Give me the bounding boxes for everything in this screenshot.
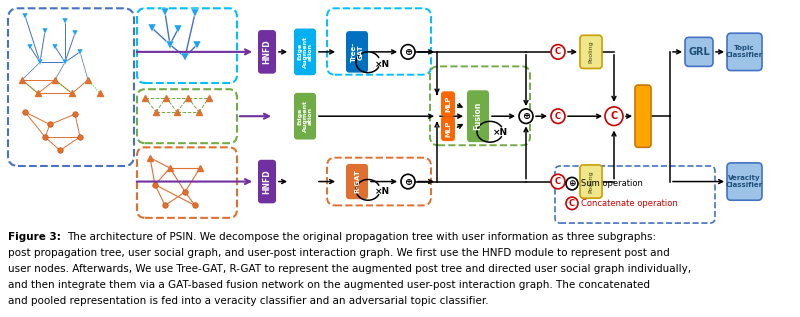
- Text: ⊕: ⊕: [404, 177, 412, 187]
- Text: C: C: [555, 112, 561, 121]
- Text: C: C: [569, 199, 575, 208]
- FancyBboxPatch shape: [441, 116, 455, 141]
- Text: and then integrate them via a GAT-based fusion network on the augmented user-pos: and then integrate them via a GAT-based …: [8, 280, 650, 290]
- Text: Edge
Augment
ation: Edge Augment ation: [297, 100, 313, 132]
- Circle shape: [551, 109, 565, 123]
- Text: HNFD: HNFD: [262, 169, 271, 194]
- Text: MLP: MLP: [445, 95, 451, 112]
- Text: MLP: MLP: [445, 120, 451, 137]
- FancyBboxPatch shape: [346, 31, 368, 73]
- Text: Tree-
GAT: Tree- GAT: [350, 42, 363, 62]
- FancyBboxPatch shape: [727, 163, 762, 200]
- Circle shape: [551, 45, 565, 59]
- Text: Topic
Classifier: Topic Classifier: [726, 45, 762, 58]
- FancyBboxPatch shape: [294, 29, 316, 75]
- Circle shape: [566, 197, 578, 210]
- Text: ×N: ×N: [374, 187, 390, 197]
- Text: C: C: [610, 111, 618, 121]
- Text: Edge
Augment
ation: Edge Augment ation: [297, 36, 313, 68]
- Text: Pooling: Pooling: [589, 41, 594, 63]
- Text: The architecture of PSIN. We decompose the original propagation tree with user i: The architecture of PSIN. We decompose t…: [67, 232, 656, 242]
- Text: C: C: [555, 177, 561, 186]
- Text: Veracity
Classifier: Veracity Classifier: [726, 175, 762, 188]
- Text: R-GAT: R-GAT: [354, 170, 360, 193]
- Text: Figure 3:: Figure 3:: [8, 232, 61, 242]
- Text: post propagation tree, user social graph, and user-post interaction graph. We fi: post propagation tree, user social graph…: [8, 248, 670, 258]
- Text: ×N: ×N: [374, 60, 390, 69]
- Circle shape: [401, 45, 415, 59]
- FancyBboxPatch shape: [441, 91, 455, 116]
- Circle shape: [551, 174, 565, 189]
- Text: user nodes. Afterwards, We use Tree-GAT, R-GAT to represent the augmented post t: user nodes. Afterwards, We use Tree-GAT,…: [8, 264, 691, 274]
- Text: and pooled representation is fed into a veracity classifier and an adversarial t: and pooled representation is fed into a …: [8, 296, 489, 306]
- FancyBboxPatch shape: [346, 164, 368, 199]
- Text: Concatenate operation: Concatenate operation: [581, 199, 678, 208]
- FancyBboxPatch shape: [685, 37, 713, 66]
- FancyBboxPatch shape: [727, 33, 762, 71]
- Text: Sum operation: Sum operation: [581, 179, 643, 188]
- Text: HNFD: HNFD: [262, 40, 271, 64]
- FancyBboxPatch shape: [258, 30, 276, 74]
- FancyBboxPatch shape: [580, 35, 602, 68]
- Circle shape: [519, 109, 533, 123]
- Text: ⊕: ⊕: [522, 111, 530, 121]
- Text: Fusion: Fusion: [474, 102, 482, 130]
- FancyBboxPatch shape: [580, 165, 602, 198]
- FancyBboxPatch shape: [294, 93, 316, 139]
- Text: C: C: [555, 47, 561, 56]
- Circle shape: [401, 174, 415, 189]
- FancyBboxPatch shape: [635, 85, 651, 147]
- Text: GRL: GRL: [688, 47, 710, 57]
- Text: ×N: ×N: [493, 128, 507, 137]
- FancyBboxPatch shape: [467, 90, 489, 142]
- Circle shape: [605, 107, 623, 126]
- Text: ⊕: ⊕: [404, 47, 412, 57]
- FancyBboxPatch shape: [258, 160, 276, 203]
- Text: ⊕: ⊕: [568, 179, 576, 188]
- Circle shape: [566, 178, 578, 190]
- Text: Pooling: Pooling: [589, 170, 594, 193]
